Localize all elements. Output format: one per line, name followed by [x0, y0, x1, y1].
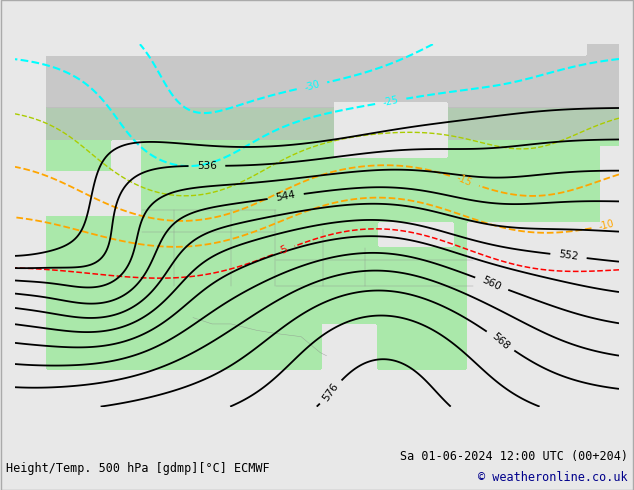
- Text: -30: -30: [303, 79, 321, 93]
- Text: 536: 536: [197, 161, 217, 171]
- Text: Height/Temp. 500 hPa [gdmp][°C] ECMWF: Height/Temp. 500 hPa [gdmp][°C] ECMWF: [6, 462, 270, 475]
- Text: 544: 544: [275, 190, 296, 203]
- Text: -25: -25: [382, 95, 399, 108]
- Text: 560: 560: [481, 275, 503, 293]
- Text: -5: -5: [277, 244, 290, 257]
- Text: -10: -10: [598, 219, 616, 232]
- Text: 568: 568: [490, 331, 511, 351]
- Text: Sa 01-06-2024 12:00 UTC (00+204): Sa 01-06-2024 12:00 UTC (00+204): [399, 450, 628, 463]
- Text: 552: 552: [558, 249, 579, 262]
- Text: 576: 576: [321, 381, 340, 403]
- Text: -15: -15: [455, 173, 474, 189]
- Text: © weatheronline.co.uk: © weatheronline.co.uk: [478, 471, 628, 484]
